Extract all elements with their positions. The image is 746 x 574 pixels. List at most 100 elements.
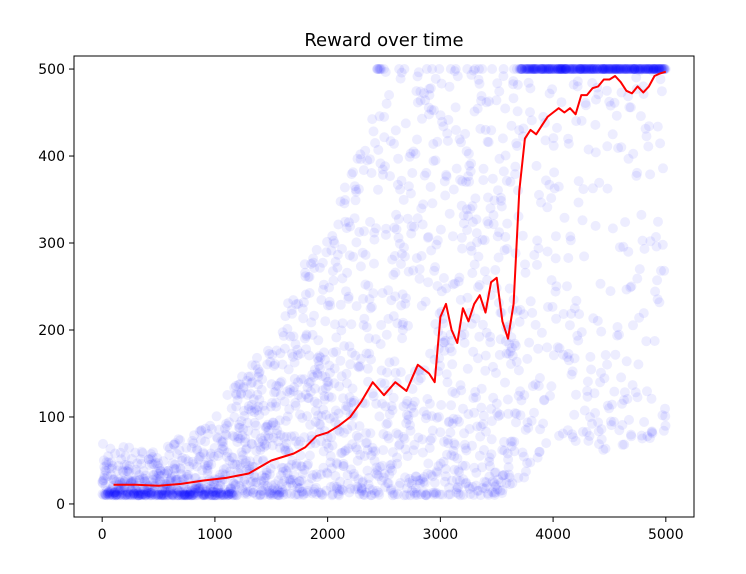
scatter-point	[278, 463, 289, 473]
scatter-point	[393, 153, 404, 164]
scatter-point	[233, 422, 244, 433]
scatter-point	[106, 457, 117, 468]
scatter-point	[138, 489, 149, 500]
scatter-point	[117, 487, 128, 498]
scatter-point	[342, 267, 353, 278]
scatter-point	[156, 489, 167, 500]
scatter-point	[426, 469, 436, 480]
scatter-point	[625, 102, 636, 113]
scatter-point	[391, 209, 402, 220]
scatter-point	[180, 489, 191, 500]
scatter-point	[216, 489, 227, 500]
scatter-point	[288, 331, 299, 342]
scatter-point	[143, 489, 154, 500]
scatter-point	[166, 489, 177, 500]
scatter-point	[182, 486, 193, 497]
scatter-point	[331, 346, 342, 357]
scatter-point	[547, 301, 558, 312]
scatter-point	[100, 490, 111, 500]
scatter-point	[368, 126, 379, 137]
x-tick-label: 2000	[310, 527, 346, 543]
scatter-point	[240, 437, 250, 448]
scatter-point	[425, 435, 436, 446]
scatter-point	[110, 448, 121, 459]
scatter-point	[274, 486, 285, 497]
scatter-point	[259, 438, 270, 449]
scatter-point	[181, 490, 192, 501]
scatter-point	[307, 329, 318, 340]
scatter-point	[283, 364, 294, 375]
scatter-point	[220, 489, 231, 500]
scatter-point	[168, 490, 179, 501]
scatter-point	[262, 481, 273, 492]
scatter-point	[520, 267, 531, 278]
scatter-point	[261, 465, 272, 476]
scatter-point	[221, 463, 232, 474]
scatter-point	[285, 477, 296, 488]
scatter-point	[304, 288, 315, 298]
scatter-point	[157, 489, 168, 499]
scatter-point	[401, 490, 412, 501]
scatter-point	[512, 106, 523, 117]
scatter-point	[329, 238, 340, 249]
scatter-point	[398, 401, 409, 412]
scatter-point	[238, 383, 249, 394]
scatter-point	[240, 458, 251, 469]
scatter-point	[259, 405, 270, 416]
scatter-point	[221, 430, 232, 441]
scatter-point	[549, 167, 560, 178]
scatter-point	[126, 454, 137, 464]
scatter-point	[454, 416, 464, 427]
scatter-point	[569, 409, 580, 420]
scatter-point	[284, 387, 295, 398]
scatter-point	[416, 489, 427, 500]
scatter-point	[494, 86, 505, 97]
scatter-point	[194, 483, 205, 493]
scatter-point	[173, 485, 184, 496]
scatter-point	[538, 418, 549, 429]
scatter-point	[370, 446, 381, 457]
scatter-point	[141, 486, 152, 497]
scatter-point	[348, 397, 359, 408]
scatter-point	[431, 239, 442, 250]
scatter-point	[571, 295, 582, 306]
scatter-point	[152, 484, 163, 495]
scatter-point	[215, 490, 226, 501]
scatter-point	[297, 468, 308, 479]
scatter-point	[217, 437, 228, 448]
scatter-point	[142, 488, 153, 499]
scatter-point	[602, 141, 613, 152]
scatter-point	[456, 200, 467, 211]
scatter-point	[286, 431, 297, 442]
scatter-point	[596, 326, 607, 337]
scatter-point	[192, 487, 203, 498]
scatter-point	[405, 188, 416, 199]
scatter-point	[143, 487, 154, 498]
scatter-point	[343, 291, 354, 302]
scatter-point	[367, 388, 378, 399]
scatter-point	[128, 476, 139, 487]
scatter-point	[123, 464, 134, 475]
scatter-point	[432, 136, 443, 147]
scatter-point	[167, 490, 178, 501]
scatter-point	[390, 291, 401, 302]
scatter-point	[187, 489, 198, 500]
scatter-point	[175, 435, 186, 446]
scatter-point	[382, 431, 393, 441]
scatter-point	[257, 485, 268, 496]
scatter-point	[359, 490, 370, 501]
scatter-point	[289, 373, 300, 384]
scatter-point	[416, 203, 427, 214]
scatter-point	[199, 490, 210, 500]
scatter-point	[142, 487, 153, 498]
scatter-point	[219, 445, 229, 456]
scatter-point	[150, 473, 161, 484]
scatter-point	[323, 442, 334, 453]
scatter-point	[205, 481, 216, 491]
scatter-point	[616, 372, 627, 383]
scatter-point	[530, 319, 541, 330]
scatter-point	[158, 490, 169, 501]
scatter-point	[315, 420, 326, 431]
scatter-point	[265, 490, 276, 501]
scatter-point	[228, 478, 239, 489]
